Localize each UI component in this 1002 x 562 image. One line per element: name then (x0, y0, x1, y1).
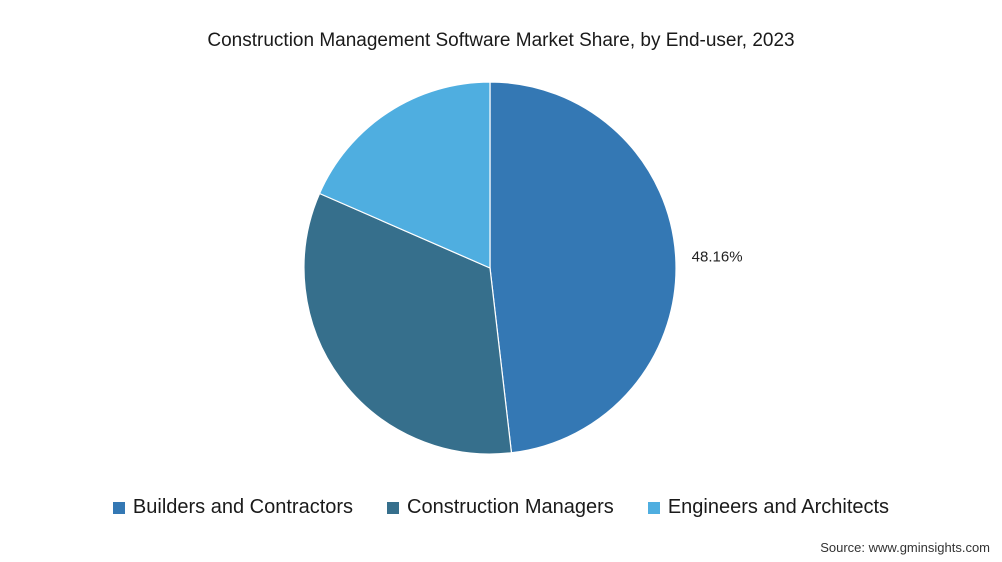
pie-slice-construction-managers (303, 192, 513, 455)
legend-label: Construction Managers (407, 496, 614, 518)
legend-label: Engineers and Architects (667, 496, 890, 518)
legend-swatch (112, 501, 125, 514)
legend-item-builders-contractors: Builders and Contractors (112, 496, 354, 519)
chart-title: Construction Management Software Market … (207, 30, 795, 51)
legend-swatch (387, 501, 400, 514)
legend-item-engineers-architects: Engineers and Architects (647, 496, 890, 519)
legend-swatch (647, 501, 660, 514)
legend: Builders and Contractors Construction Ma… (0, 496, 1002, 519)
pie-slice-builders-and-contractors (489, 81, 677, 454)
source-note: Source: www.gminsights.com (820, 540, 990, 555)
pie-slice-engineers-and-architects (318, 81, 491, 269)
legend-item-construction-managers: Construction Managers (387, 496, 614, 519)
legend-label: Builders and Contractors (132, 496, 354, 518)
data-label: 48.16% (692, 248, 743, 265)
